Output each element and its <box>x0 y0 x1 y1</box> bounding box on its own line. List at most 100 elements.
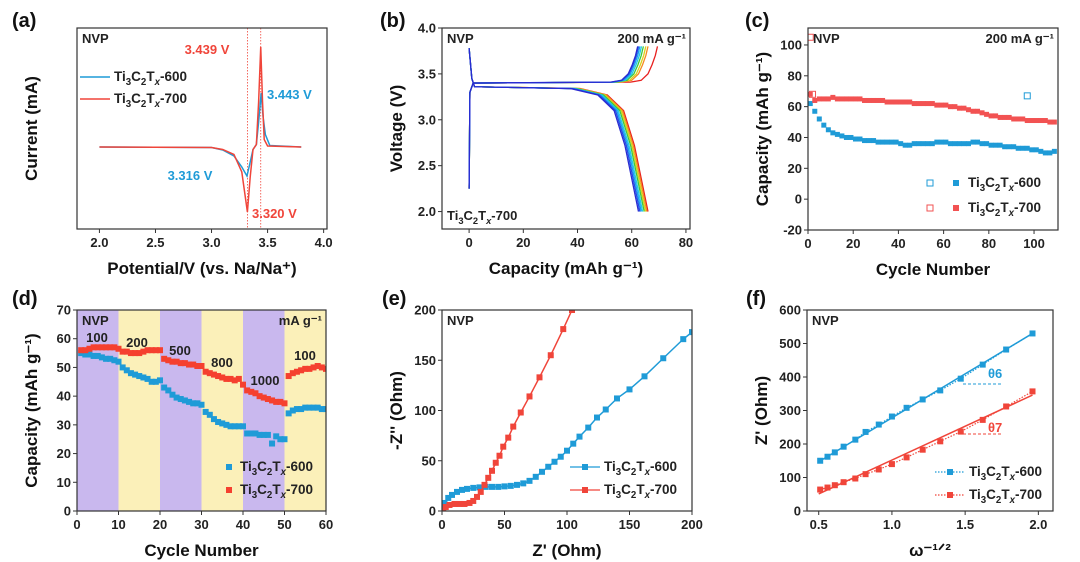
series-ti3c2tx-600-point <box>539 468 545 475</box>
rate-band <box>77 310 119 511</box>
series-ti3c2tx-600-point <box>825 127 831 133</box>
series-ti3c2tx-700-point <box>957 428 964 435</box>
legend-label: Ti3C2Tx-700 <box>240 482 313 501</box>
series-ti3c2tx-600-point <box>90 352 97 359</box>
x-tick-label: 0 <box>73 517 80 532</box>
series-ti3c2tx-600-point <box>1029 147 1035 153</box>
series-ti3c2tx-600-point <box>306 404 313 411</box>
plot-area <box>817 330 1036 495</box>
series-ti3c2tx-700-point <box>148 347 155 354</box>
series-ti3c2tx-600-point <box>680 336 687 343</box>
series-ti3c2tx-600-point <box>961 141 967 147</box>
y-tick-label: 20 <box>788 161 802 176</box>
rate-band <box>160 310 202 511</box>
series-ti3c2tx-600-point <box>148 378 155 385</box>
series-ti3c2tx-600-point <box>235 423 242 430</box>
series-ti3c2tx-600-point <box>1024 145 1030 151</box>
panel-label: (d) <box>12 288 38 310</box>
series-ti3c2tx-700-point <box>277 398 284 405</box>
series-ti3c2tx-600-point <box>526 477 533 484</box>
legend-marker <box>582 487 588 493</box>
series-ti3c2tx-700-point <box>269 397 276 404</box>
y-tick-label: 50 <box>57 360 71 375</box>
rate-label: 500 <box>169 343 191 358</box>
series-ti3c2tx-600-point <box>907 142 913 148</box>
inset-text: 200 mA g⁻¹ <box>617 31 686 46</box>
series-ti3c2tx-700-point <box>198 362 205 369</box>
series-ti3c2tx-700-point <box>115 345 122 352</box>
series-ti3c2tx-700-point <box>186 361 193 368</box>
series-ti3c2tx-700-point <box>219 374 226 381</box>
y-tick-label: 60 <box>788 99 802 114</box>
x-tick-label: 100 <box>556 517 578 532</box>
series-ti3c2tx-600-point <box>157 377 163 384</box>
series-ti3c2tx-600-fit-line <box>818 332 1033 463</box>
series-ti3c2tx-600-point <box>551 458 558 465</box>
series-ti3c2tx-700-point <box>169 358 176 365</box>
legend-label: Ti3C2Tx-600 <box>240 459 313 478</box>
series-ti3c2tx-700-point <box>177 360 184 367</box>
series-ti3c2tx-700-point <box>961 105 967 111</box>
series-ti3c2tx-600-point <box>273 433 280 440</box>
x-tick-label: 2.5 <box>146 235 164 250</box>
series-ti3c2tx-700-point <box>943 102 949 108</box>
series-ti3c2tx-600-point <box>501 483 508 490</box>
series-ti3c2tx-700-point <box>517 409 524 416</box>
series-ti3c2tx-600-point <box>507 482 514 489</box>
series-ti3c2tx-600-point <box>318 406 325 413</box>
y-tick-label: 40 <box>788 130 802 145</box>
series-ti3c2tx-600-point <box>165 387 172 394</box>
series-ti3c2tx-600-point <box>988 142 994 148</box>
series-ti3c2tx-700-point <box>252 390 259 397</box>
series-ti3c2tx-600-point <box>489 483 495 490</box>
inset-text: NVP <box>812 313 839 328</box>
discharge-curve-cycle-6 <box>468 48 642 212</box>
series-ti3c2tx-700-point <box>140 348 147 355</box>
inset-text: mA g⁻¹ <box>279 313 322 328</box>
series-ti3c2tx-700-point <box>90 344 97 351</box>
series-ti3c2tx-600-point <box>198 401 205 408</box>
x-tick-label: 2.0 <box>1029 517 1047 532</box>
plot-area <box>442 310 692 511</box>
x-tick-label: 80 <box>679 235 693 250</box>
series-ti3c2tx-600-point <box>979 361 986 368</box>
series-ti3c2tx-600-point <box>1042 150 1048 156</box>
discharge-curve-cycle-7 <box>468 48 641 212</box>
series-ti3c2tx-700-point <box>920 101 926 107</box>
inset-text: 200 mA g⁻¹ <box>985 31 1054 46</box>
series-ti3c2tx-700-point <box>834 96 840 102</box>
y-tick-label: 150 <box>414 353 436 368</box>
series-ti3c2tx-700-point <box>293 368 300 375</box>
panel-label: (b) <box>380 10 406 32</box>
series-ti3c2tx-600-point <box>875 421 882 428</box>
series-ti3c2tx-700-point <box>264 396 271 403</box>
series-ti3c2tx-600-point <box>186 398 193 405</box>
y-tick-label: 60 <box>57 331 71 346</box>
series-ti3c2tx-700-point <box>302 365 309 372</box>
series-ti3c2tx-700-point <box>474 493 480 500</box>
series-ti3c2tx-700-point <box>289 370 296 377</box>
series-ti3c2tx-700-point <box>165 357 172 364</box>
series-ti3c2tx-700-point <box>889 99 895 105</box>
y-axis-title: Capacity (mAh g⁻¹) <box>22 333 41 487</box>
series-ti3c2tx-600-point <box>979 141 985 147</box>
series-ti3c2tx-700-point <box>975 108 981 114</box>
series-ti3c2tx-600-point <box>210 416 217 423</box>
series-ti3c2tx-600-point <box>808 101 813 107</box>
series-ti3c2tx-600-point <box>875 139 881 145</box>
series-ti3c2tx-600-point <box>660 355 667 362</box>
series-ti3c2tx-700-point <box>123 348 130 355</box>
x-tick-label: 1.0 <box>883 517 901 532</box>
inset-text: NVP <box>82 313 109 328</box>
y-axis-title: Current (mA) <box>22 76 41 181</box>
series-ti3c2tx-700-point <box>1038 118 1044 124</box>
series-ti3c2tx-700-point <box>875 97 881 103</box>
series-ti3c2tx-700-point <box>984 111 990 117</box>
series-ti3c2tx-600-point <box>82 351 89 358</box>
series-ti3c2tx-700-point <box>1015 116 1021 122</box>
panel-label: (c) <box>745 10 769 32</box>
series-ti3c2tx-600-point <box>570 440 577 447</box>
series-ti3c2tx-600-point <box>206 411 213 418</box>
series-ti3c2tx-600-point <box>98 354 105 361</box>
series-ti3c2tx-600-point <box>898 141 904 147</box>
